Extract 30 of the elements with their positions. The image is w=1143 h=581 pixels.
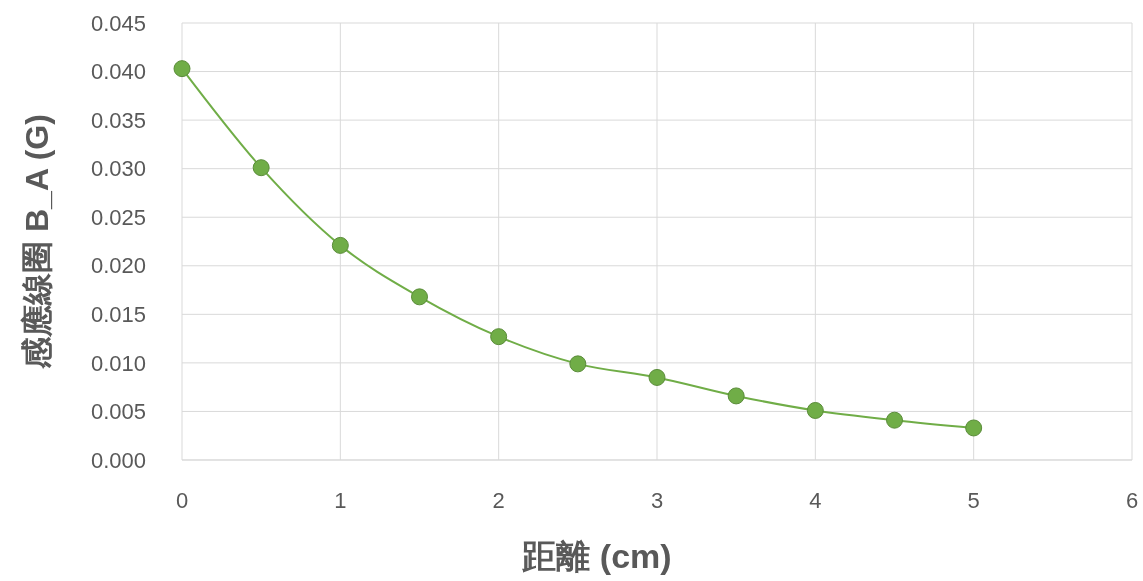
x-tick-label: 1 <box>334 488 347 513</box>
y-tick-label: 0.045 <box>90 10 146 36</box>
y-tick-label: 0.035 <box>90 107 146 133</box>
point <box>886 411 903 429</box>
point <box>173 60 191 78</box>
point <box>569 355 587 373</box>
point <box>648 368 666 386</box>
x-tick-label: 3 <box>650 488 664 513</box>
point <box>331 236 349 254</box>
y-tick-label: 0.015 <box>90 302 146 328</box>
x-axis-title: 距離 (cm) <box>521 537 672 575</box>
y-tick-label: 0.005 <box>90 399 146 425</box>
y-axis-title: 感應線圈 B_A (G) <box>19 114 55 370</box>
point <box>727 387 745 405</box>
y-tick-label: 0.025 <box>90 204 146 230</box>
x-tick-label: 4 <box>809 488 822 513</box>
x-tick-label: 0 <box>175 488 189 513</box>
y-tick-label: 0.000 <box>90 447 146 473</box>
point <box>806 401 824 419</box>
y-tick-label: 0.040 <box>90 59 146 85</box>
y-tick-label: 0.020 <box>90 253 146 279</box>
x-tick-label: 5 <box>967 488 980 513</box>
point <box>411 288 428 306</box>
y-tick-label: 0.010 <box>90 350 146 376</box>
point <box>490 328 508 346</box>
point <box>252 159 270 177</box>
point <box>965 419 983 437</box>
x-tick-label: 6 <box>1125 488 1139 513</box>
y-tick-label: 0.030 <box>90 156 146 182</box>
x-tick-label: 2 <box>492 488 505 513</box>
